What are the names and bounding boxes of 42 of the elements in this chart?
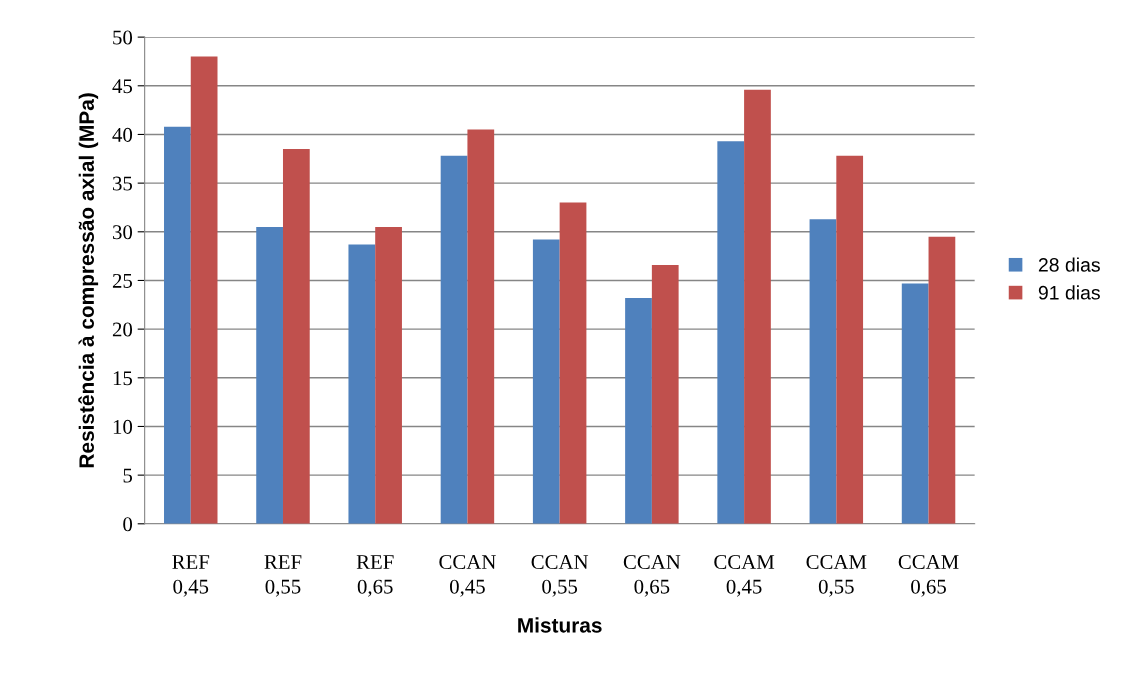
- bar: [625, 297, 652, 524]
- y-axis-title: Resistência à compressão axial (MPa): [78, 93, 99, 468]
- y-tick-label: 20: [112, 322, 133, 337]
- y-tick-label: 35: [113, 176, 133, 191]
- y-tick-label: 40: [112, 127, 133, 142]
- y-tick-label: 0: [123, 517, 133, 532]
- bar: [440, 155, 468, 524]
- bar: [901, 283, 929, 524]
- bar: [164, 126, 191, 524]
- bar: [836, 155, 864, 524]
- x-tick-label: CCAM 0,45: [714, 555, 775, 597]
- y-tick-label: 25: [112, 273, 133, 288]
- legend-label: 91 dias: [1038, 285, 1100, 300]
- x-tick-label: CCAN 0,65: [623, 555, 681, 597]
- y-tick-label: 50: [113, 30, 133, 45]
- x-tick-label: CCAM 0,55: [806, 555, 867, 597]
- y-tick-label: 5: [123, 468, 133, 483]
- bar: [375, 226, 402, 524]
- x-tick-label: CCAM 0,65: [898, 555, 959, 597]
- x-axis-title: Misturas: [518, 617, 602, 633]
- bar: [256, 226, 283, 524]
- y-tick-label: 30: [113, 225, 133, 240]
- bar: [744, 89, 771, 524]
- x-tick-label: REF 0,65: [356, 555, 394, 597]
- y-tick-label: 45: [112, 79, 133, 94]
- bar: [348, 244, 376, 524]
- bar: [532, 239, 560, 524]
- bar: [559, 202, 587, 524]
- bar: [717, 141, 745, 524]
- y-tick-label: 15: [113, 371, 133, 386]
- bar: [651, 264, 679, 524]
- bar: [928, 236, 956, 524]
- x-tick-label: CCAN 0,45: [439, 555, 496, 597]
- x-tick-label: REF 0,55: [264, 555, 302, 597]
- bar: [190, 56, 218, 524]
- bar: [467, 129, 495, 524]
- bar: [282, 149, 310, 524]
- legend-label: 28 dias: [1038, 257, 1100, 272]
- x-tick-label: REF 0,45: [172, 555, 210, 597]
- y-tick-label: 10: [113, 419, 133, 434]
- bar: [809, 219, 837, 524]
- x-tick-label: CCAN 0,55: [531, 555, 589, 597]
